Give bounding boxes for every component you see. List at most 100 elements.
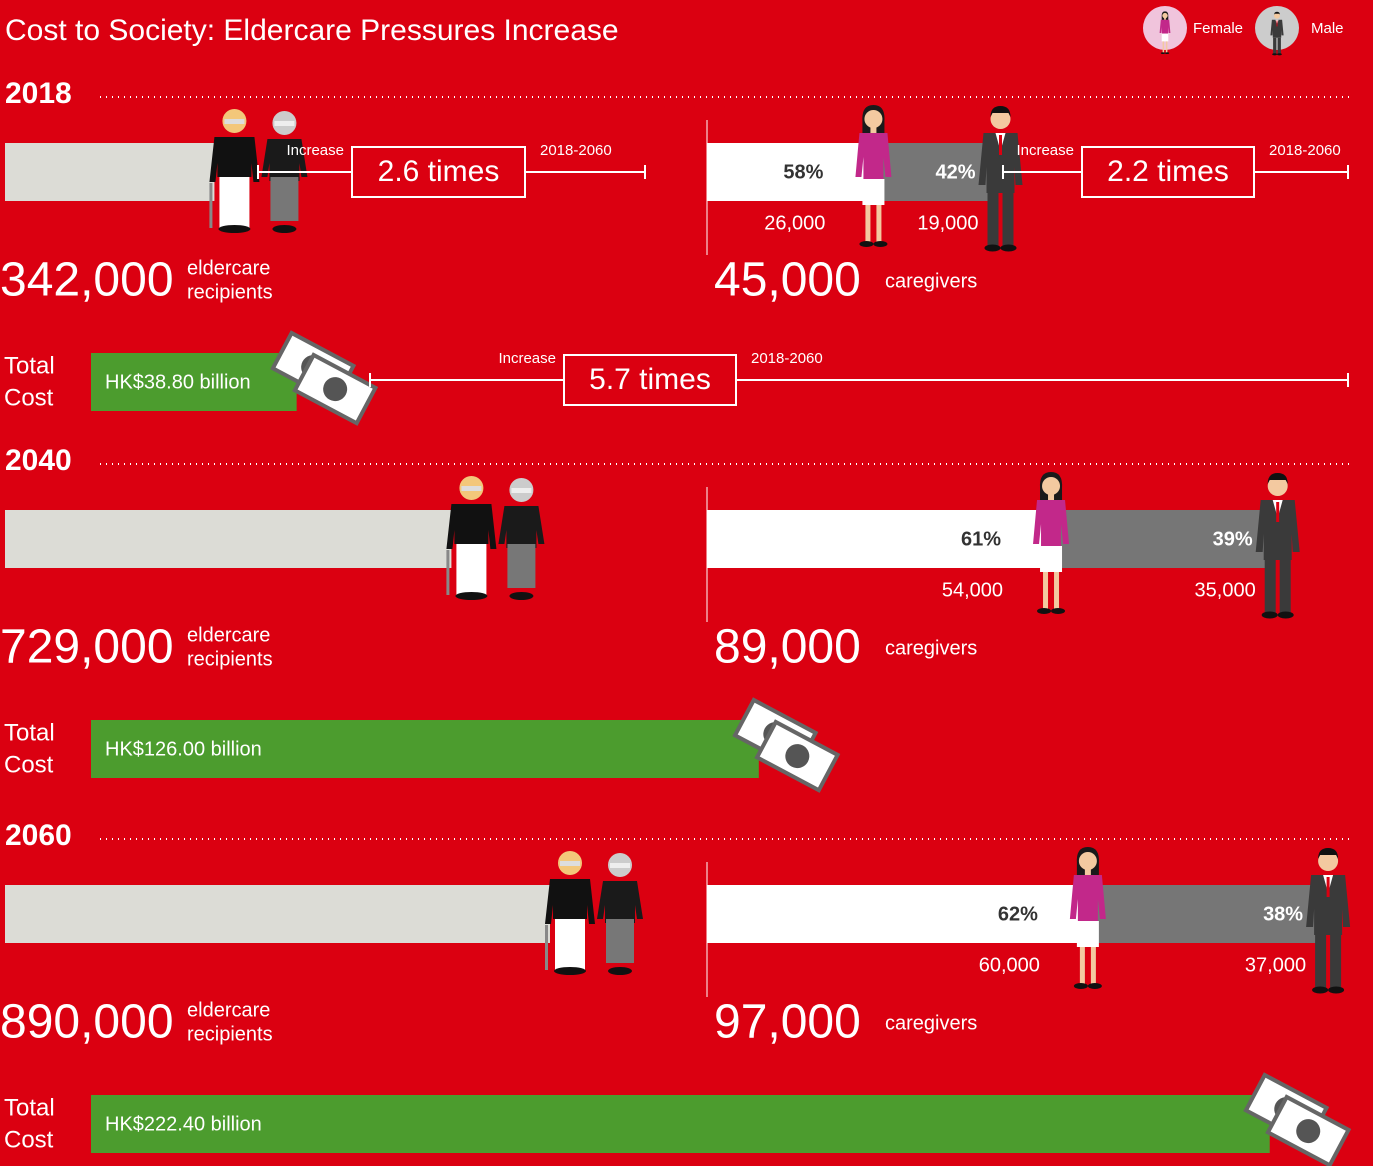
shoe-l — [859, 241, 873, 247]
cane — [209, 183, 212, 228]
male-count: 35,000 — [1195, 579, 1256, 601]
top — [855, 133, 891, 179]
cost-heading: Cost — [4, 1126, 54, 1153]
neck — [1048, 494, 1054, 500]
increase-period: 2018-2060 — [751, 350, 823, 367]
cost-heading: Total — [4, 352, 55, 379]
increase-factor: 5.7 times — [589, 363, 711, 396]
tie — [1277, 20, 1278, 26]
cane — [446, 550, 449, 595]
increase-period: 2018-2060 — [540, 142, 612, 159]
female-count: 60,000 — [979, 954, 1040, 976]
top — [1070, 875, 1106, 921]
year-label: 2018 — [5, 77, 72, 110]
caregivers-number: 97,000 — [714, 996, 861, 1049]
cost-heading: Total — [4, 719, 55, 746]
male-count: 19,000 — [917, 212, 978, 234]
neck — [1085, 869, 1091, 875]
cost-heading: Cost — [4, 751, 54, 778]
shoes — [455, 592, 487, 600]
female-share: 62% — [998, 903, 1038, 925]
caregivers-unit: caregivers — [885, 637, 977, 659]
shoe-r — [1088, 983, 1102, 989]
recipients-unit: eldercare — [187, 257, 270, 279]
cost-bar — [91, 1095, 1270, 1153]
page: Cost to Society: Eldercare Pressures Inc… — [0, 0, 1373, 1166]
cost-label: HK$222.40 billion — [105, 1113, 262, 1135]
shoe-l — [1272, 53, 1277, 55]
recipients-bar — [5, 143, 214, 201]
shoes — [272, 225, 296, 233]
shoe-r — [1278, 612, 1294, 619]
glasses — [224, 119, 244, 124]
shoe-l — [985, 245, 1001, 252]
female-share: 61% — [961, 528, 1001, 550]
male-share: 38% — [1263, 903, 1303, 925]
infographic: Cost to Society: Eldercare Pressures Inc… — [0, 0, 1373, 1166]
female-share: 58% — [783, 161, 823, 183]
cost-label: HK$38.80 billion — [105, 371, 251, 393]
skirt — [1040, 546, 1062, 572]
glasses — [610, 863, 630, 868]
skirt — [1077, 921, 1099, 947]
top — [1033, 500, 1069, 546]
shoe-l — [1312, 987, 1328, 994]
shoe-r — [1165, 52, 1169, 54]
leg-l — [1315, 935, 1326, 989]
leg-r — [1054, 572, 1059, 610]
glasses — [511, 488, 531, 493]
caregivers-unit: caregivers — [885, 1012, 977, 1034]
leg-r — [1166, 41, 1168, 52]
shoe-l — [1161, 52, 1165, 54]
neck — [870, 127, 876, 133]
tie — [1276, 502, 1279, 522]
caregivers-number: 45,000 — [714, 254, 861, 307]
increase-label: Increase — [1016, 142, 1074, 159]
tie — [999, 135, 1002, 155]
neck — [1164, 18, 1166, 20]
recipients-number: 729,000 — [0, 621, 174, 674]
increase-factor: 2.2 times — [1107, 155, 1229, 188]
tie — [1327, 877, 1330, 897]
shoe-l — [1037, 608, 1051, 614]
recipients-unit: recipients — [187, 281, 273, 303]
female-count: 54,000 — [942, 579, 1003, 601]
shoe-r — [873, 241, 887, 247]
recipients-number: 342,000 — [0, 254, 174, 307]
cane — [545, 925, 548, 970]
recipients-unit: eldercare — [187, 624, 270, 646]
shoe-r — [1328, 987, 1344, 994]
female-count: 26,000 — [764, 212, 825, 234]
leg-l — [1163, 41, 1165, 52]
recipients-bar — [5, 510, 451, 568]
male-share: 42% — [935, 161, 975, 183]
leg-l — [1265, 560, 1276, 614]
skirt — [606, 919, 634, 963]
glasses — [274, 121, 294, 126]
shoe-r — [1051, 608, 1065, 614]
increase-label: Increase — [286, 142, 344, 159]
glasses — [560, 861, 580, 866]
head — [864, 110, 882, 128]
shoes — [509, 592, 533, 600]
recipients-number: 890,000 — [0, 996, 174, 1049]
increase-period: 2018-2060 — [1269, 142, 1341, 159]
leg-r — [1003, 193, 1014, 247]
shoe-r — [1277, 53, 1282, 55]
trousers — [456, 544, 486, 596]
legend-label: Male — [1311, 20, 1344, 37]
trousers — [555, 919, 585, 971]
head — [1042, 477, 1060, 495]
shoe-l — [1262, 612, 1278, 619]
shoe-l — [1074, 983, 1088, 989]
cost-heading: Cost — [4, 384, 54, 411]
title: Cost to Society: Eldercare Pressures Inc… — [5, 14, 619, 47]
cost-heading: Total — [4, 1094, 55, 1121]
shoe-r — [1001, 245, 1017, 252]
recipients-unit: eldercare — [187, 999, 270, 1021]
leg-r — [876, 205, 881, 243]
leg-l — [1080, 947, 1085, 985]
glasses — [461, 486, 481, 491]
male-share: 39% — [1213, 528, 1253, 550]
leg-r — [1278, 38, 1281, 54]
